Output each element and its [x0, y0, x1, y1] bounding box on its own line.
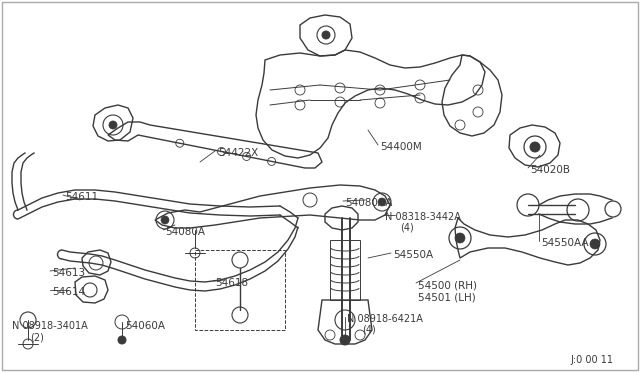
Circle shape [340, 335, 350, 345]
Text: N 08918-3401A: N 08918-3401A [12, 321, 88, 331]
Text: N 08918-6421A: N 08918-6421A [347, 314, 423, 324]
Text: N 08318-3442A: N 08318-3442A [385, 212, 461, 222]
Circle shape [378, 198, 386, 206]
Circle shape [161, 216, 169, 224]
Text: 54080A: 54080A [165, 227, 205, 237]
Circle shape [530, 142, 540, 152]
Text: 54614: 54614 [52, 287, 85, 297]
Circle shape [109, 121, 117, 129]
Text: (2): (2) [30, 332, 44, 342]
Text: 54550A: 54550A [393, 250, 433, 260]
Circle shape [455, 233, 465, 243]
Circle shape [590, 239, 600, 249]
Text: 54611: 54611 [65, 192, 98, 202]
Text: 54060A: 54060A [125, 321, 165, 331]
Text: J:0 00 11: J:0 00 11 [570, 355, 613, 365]
Text: 54422X: 54422X [218, 148, 259, 158]
Text: (4): (4) [362, 325, 376, 335]
Text: 54501 (LH): 54501 (LH) [418, 292, 476, 302]
Text: 54020B: 54020B [530, 165, 570, 175]
Text: 54500 (RH): 54500 (RH) [418, 280, 477, 290]
Bar [195, 250, 285, 330]
Text: 54613: 54613 [52, 268, 85, 278]
Text: 54618: 54618 [215, 278, 248, 288]
Circle shape [322, 31, 330, 39]
Text: 54400M: 54400M [380, 142, 422, 152]
Text: 54080AA: 54080AA [345, 198, 392, 208]
Text: (4): (4) [400, 223, 413, 233]
Circle shape [118, 336, 126, 344]
Text: 54550AA: 54550AA [541, 238, 589, 248]
